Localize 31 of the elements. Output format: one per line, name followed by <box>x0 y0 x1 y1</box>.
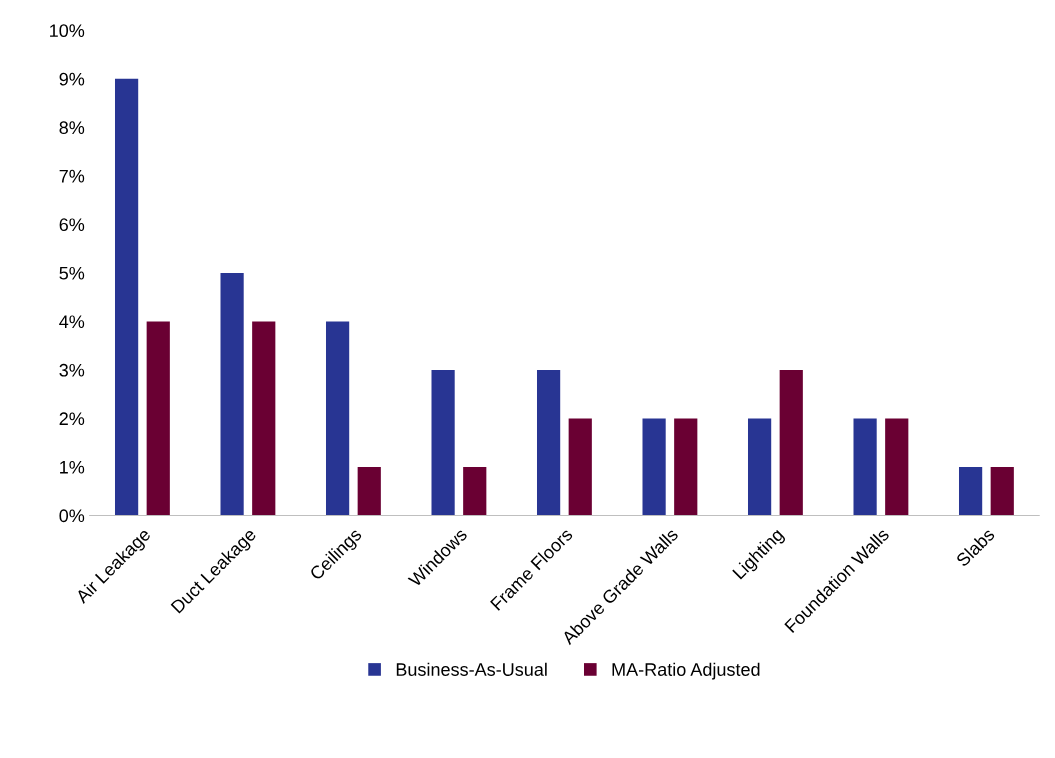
y-tick-label: 2% <box>59 412 85 426</box>
bar <box>431 369 455 516</box>
y-tick-label: 4% <box>59 315 85 329</box>
y-tick-label: 0% <box>59 509 85 523</box>
bar <box>642 418 666 516</box>
bar <box>779 369 803 516</box>
bar <box>326 321 350 516</box>
bar <box>674 418 698 516</box>
bar <box>748 418 772 516</box>
bar <box>990 466 1014 516</box>
y-tick-label: 9% <box>59 72 85 86</box>
y-tick-label: 1% <box>60 460 85 474</box>
bar <box>357 466 381 516</box>
bar <box>885 418 909 516</box>
legend-label: MA-Ratio Adjusted <box>612 662 760 680</box>
y-tick-label: 7% <box>59 169 85 183</box>
bar <box>220 272 244 516</box>
y-tick-label: 6% <box>59 218 85 232</box>
y-tick-label: 8% <box>59 121 85 135</box>
bar <box>252 321 276 516</box>
bar <box>463 466 487 516</box>
bar <box>959 466 983 516</box>
bar <box>146 321 170 516</box>
bar <box>537 369 561 516</box>
y-tick-label: 5% <box>59 266 85 280</box>
bar <box>115 78 139 516</box>
y-tick-label: 10% <box>50 24 85 38</box>
bar <box>568 418 592 516</box>
bar <box>853 418 877 516</box>
y-tick-label: 3% <box>59 363 85 377</box>
legend-label: Business-As-Usual <box>396 662 547 676</box>
